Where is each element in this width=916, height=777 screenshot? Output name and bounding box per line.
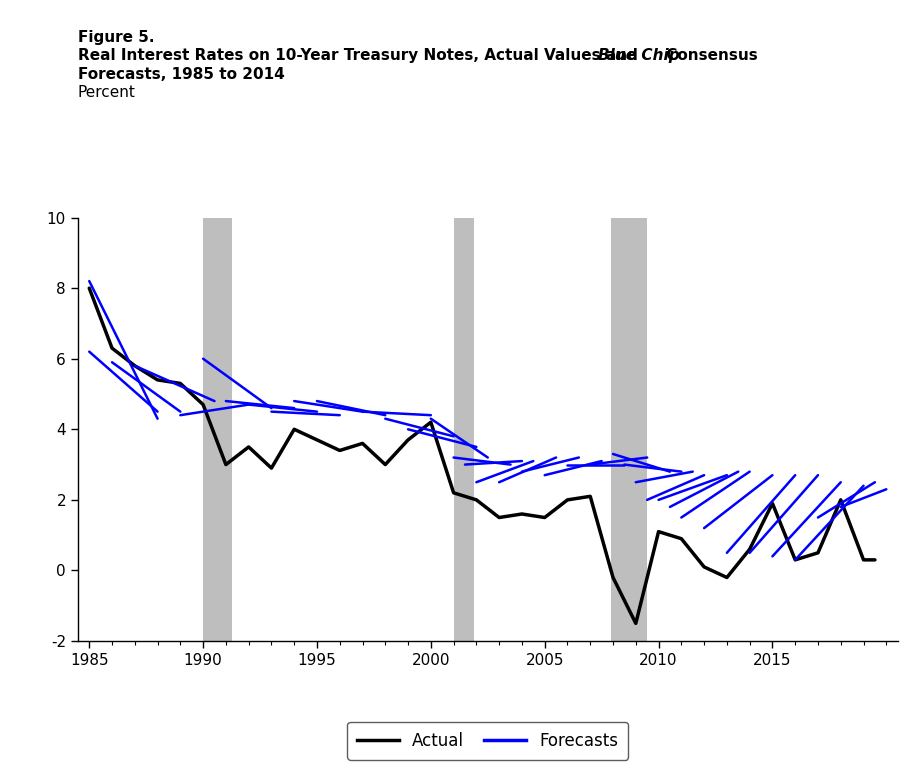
Text: Real Interest Rates on 10-Year Treasury Notes, Actual Values and: Real Interest Rates on 10-Year Treasury … — [78, 48, 643, 63]
Legend: Actual, Forecasts: Actual, Forecasts — [347, 722, 628, 760]
Bar — [611, 218, 648, 641]
Text: Figure 5.: Figure 5. — [78, 30, 155, 44]
Text: Forecasts, 1985 to 2014: Forecasts, 1985 to 2014 — [78, 67, 285, 82]
Text: Percent: Percent — [78, 85, 136, 100]
Text: Consensus: Consensus — [661, 48, 758, 63]
Text: Blue Chip: Blue Chip — [598, 48, 680, 63]
Bar — [203, 218, 232, 641]
Bar — [453, 218, 474, 641]
